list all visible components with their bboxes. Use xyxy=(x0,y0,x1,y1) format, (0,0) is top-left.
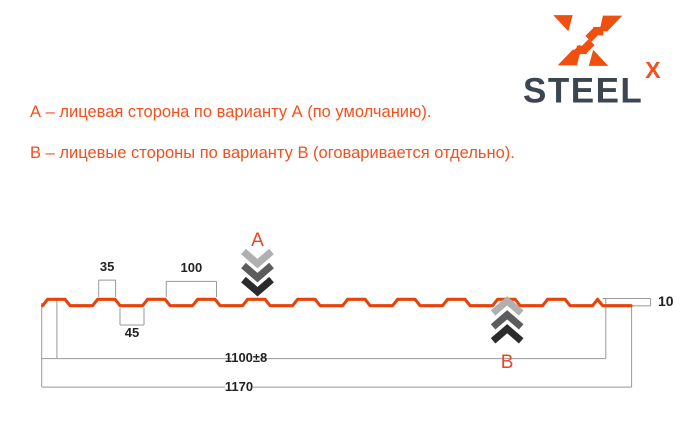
svg-text:35: 35 xyxy=(100,259,114,274)
svg-text:10: 10 xyxy=(658,293,674,309)
svg-text:100: 100 xyxy=(181,260,203,275)
svg-text:A: A xyxy=(251,230,264,251)
svg-text:1100±8: 1100±8 xyxy=(225,350,268,365)
svg-text:45: 45 xyxy=(125,325,139,340)
svg-text:B: B xyxy=(501,352,514,373)
svg-text:1170: 1170 xyxy=(225,379,253,394)
